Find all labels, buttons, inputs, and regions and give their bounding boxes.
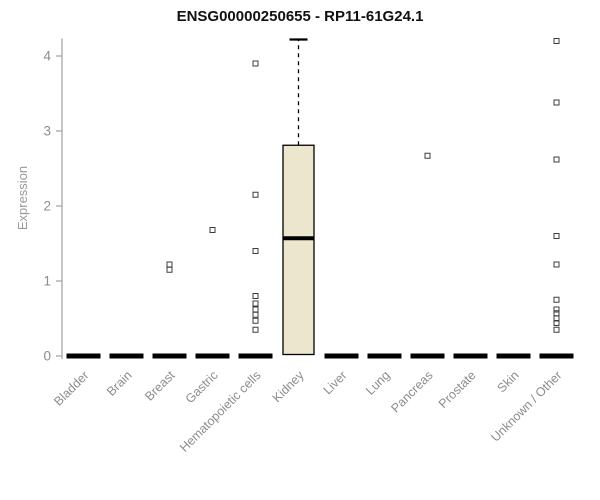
outlier-point xyxy=(424,152,431,159)
outlier-point xyxy=(252,248,259,254)
outlier-point xyxy=(553,156,560,163)
y-tick-label: 0 xyxy=(43,349,51,364)
box xyxy=(282,144,315,356)
x-tick-label: Breast xyxy=(142,368,178,404)
outlier-point xyxy=(553,261,560,268)
outlier-point xyxy=(553,296,560,303)
outlier-point xyxy=(252,60,259,67)
x-tick-label: Brain xyxy=(104,368,135,399)
y-tick-label: 1 xyxy=(43,274,51,289)
outlier-point xyxy=(209,227,216,233)
x-tick-label: Prostate xyxy=(436,368,479,411)
outlier-point xyxy=(252,317,259,324)
x-tick-label: Hematopoietic cells xyxy=(177,368,264,455)
outlier-point xyxy=(166,261,173,268)
outlier-point xyxy=(553,233,560,239)
outlier-point xyxy=(252,311,259,318)
outlier-point xyxy=(252,191,259,198)
y-axis-label: Expression xyxy=(15,165,30,231)
chart-title: ENSG00000250655 - RP11-61G24.1 xyxy=(176,8,424,25)
y-tick-label: 3 xyxy=(43,124,51,139)
x-tick-label: Pancreas xyxy=(388,368,435,415)
x-tick-label: Gastric xyxy=(183,368,221,406)
y-tick-label: 4 xyxy=(43,49,51,64)
outlier-point xyxy=(252,306,259,313)
outlier-point xyxy=(553,320,560,326)
outlier-point xyxy=(553,306,560,313)
outlier-point xyxy=(166,266,173,273)
x-tick-label: Skin xyxy=(495,368,522,395)
x-tick-label: Bladder xyxy=(51,368,91,408)
outlier-point xyxy=(553,99,560,106)
x-tick-label: Liver xyxy=(321,368,350,397)
outlier-point xyxy=(553,38,560,44)
x-tick-label: Kidney xyxy=(270,368,307,405)
y-tick-label: 2 xyxy=(43,199,51,214)
outlier-point xyxy=(553,326,560,333)
outlier-point xyxy=(252,300,259,307)
outlier-point xyxy=(252,293,259,299)
x-tick-label: Lung xyxy=(363,368,393,398)
outlier-point xyxy=(252,326,259,333)
